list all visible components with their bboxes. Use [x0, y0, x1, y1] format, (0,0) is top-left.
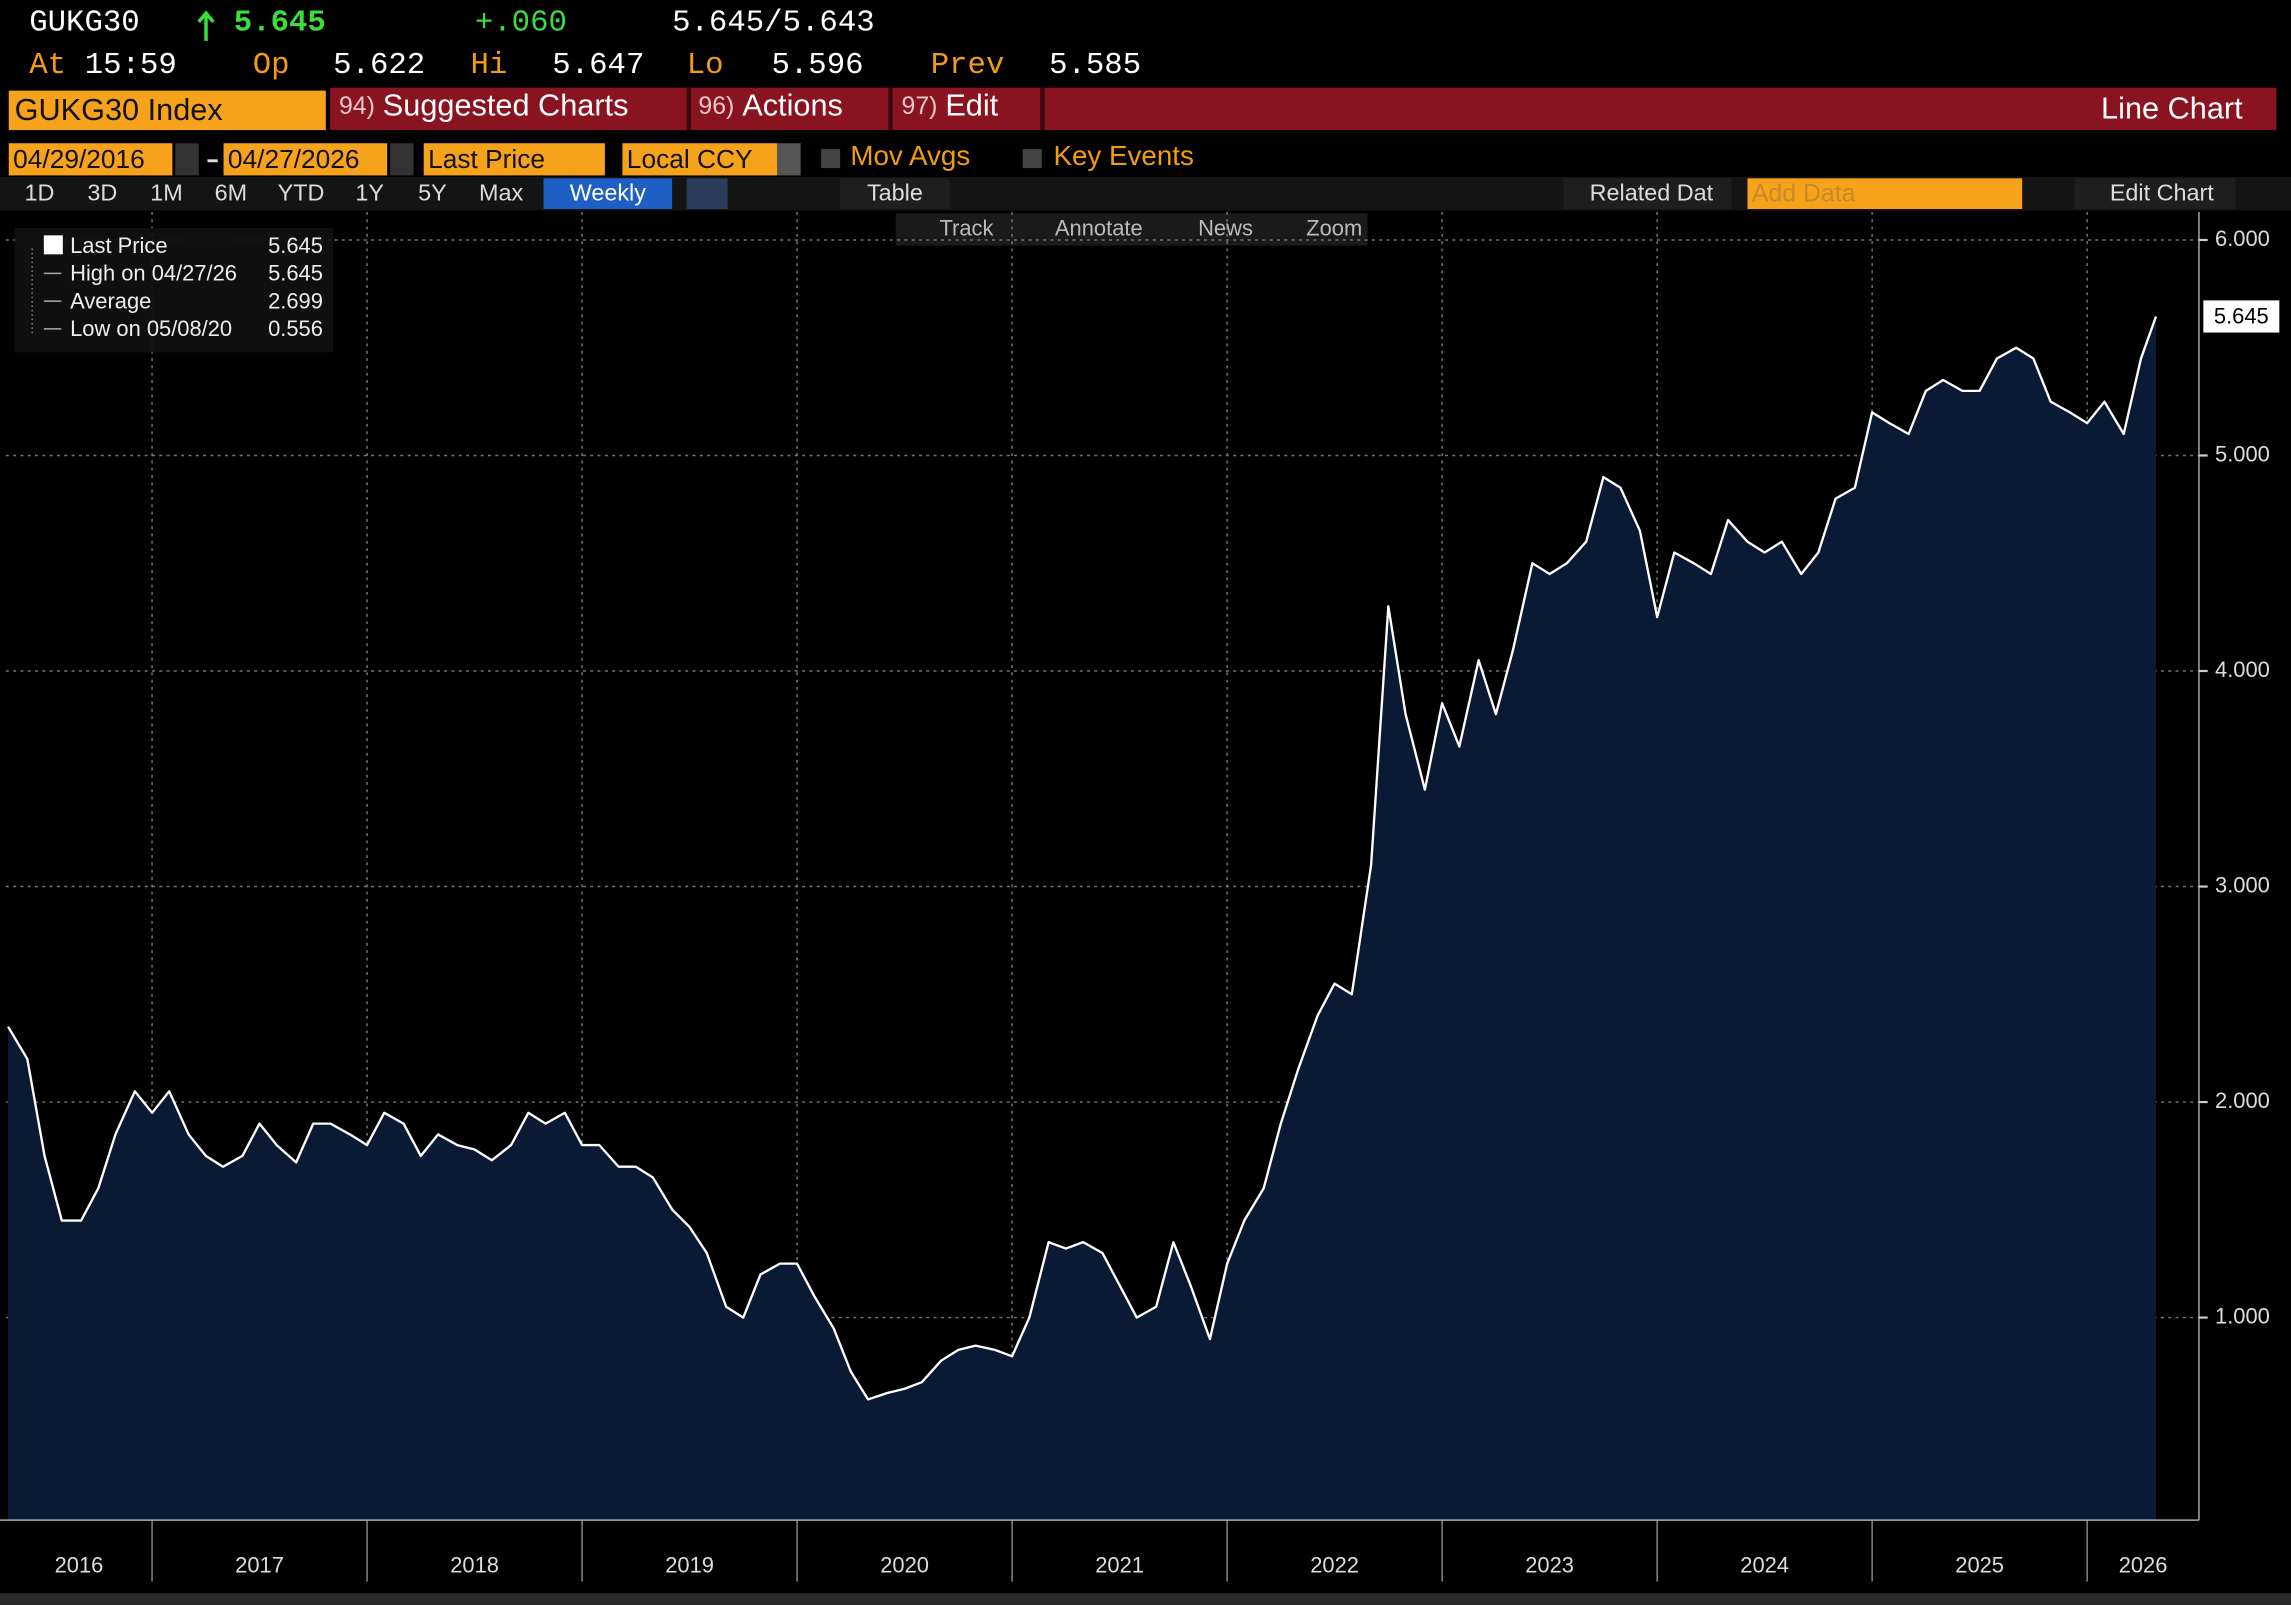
checkbox[interactable]	[1022, 149, 1042, 169]
last-price: 5.645	[233, 7, 326, 41]
table-button[interactable]: Table	[840, 178, 950, 210]
legend-label: High on 04/27/26	[70, 261, 237, 286]
start-date[interactable]: 04/29/2016	[8, 143, 173, 176]
security-box[interactable]: GUKG30 Index	[8, 90, 326, 131]
last-value-tag	[2203, 300, 2280, 333]
legend-value: 2.699	[268, 288, 323, 313]
legend-value: 5.645	[268, 261, 323, 286]
period-button[interactable]: Max	[479, 181, 524, 207]
legend-value: 5.645	[268, 233, 323, 258]
menu-number[interactable]: 94)	[338, 92, 375, 120]
area	[7, 316, 2156, 1521]
price-line	[7, 316, 2158, 1401]
last-value-label: 5.645	[2214, 304, 2269, 329]
x-tick-label: 2022	[1310, 1553, 1359, 1578]
y-tick-label: 2.000	[2215, 1088, 2270, 1113]
x-tick-label: 2021	[1095, 1553, 1144, 1578]
chart-tool[interactable]: Zoom	[1306, 216, 1363, 242]
menu-number[interactable]: 97)	[901, 92, 938, 120]
y-tick-label: 6.000	[2215, 226, 2270, 251]
status-strip	[0, 1593, 2291, 1605]
menu-separator	[686, 87, 692, 131]
x-tick-label: 2018	[450, 1553, 499, 1578]
legend-label: Last Price	[70, 233, 167, 258]
legend-swatch	[43, 235, 63, 255]
frequency[interactable]: Weekly	[543, 178, 673, 210]
end-date[interactable]: 04/27/2026	[223, 143, 388, 176]
legend-value: 0.556	[268, 316, 323, 341]
menu-label[interactable]: Actions	[742, 89, 843, 123]
open-label: Op	[252, 49, 290, 84]
chart-tool[interactable]: Track	[939, 216, 994, 242]
y-tick-label: 5.000	[2215, 441, 2270, 466]
chart-tool[interactable]: Annotate	[1054, 216, 1143, 242]
ticker: GUKG30	[29, 7, 140, 41]
legend-box	[14, 228, 334, 353]
field-select[interactable]: Last Price	[423, 143, 605, 176]
period-button[interactable]: 6M	[214, 181, 248, 207]
y-tick-label: 4.000	[2215, 657, 2270, 682]
period-button[interactable]: YTD	[277, 181, 325, 207]
x-tick-label: 2023	[1525, 1553, 1574, 1578]
menu-label[interactable]: Suggested Charts	[382, 89, 629, 123]
related-data[interactable]: Related Dat	[1563, 178, 1732, 210]
key-events[interactable]: Key Events	[1053, 141, 1194, 173]
period-button[interactable]: 1Y	[355, 181, 384, 207]
high-label: Hi	[470, 49, 508, 84]
open: 5.622	[333, 49, 426, 84]
period-button[interactable]: 5Y	[418, 181, 447, 207]
edit-chart[interactable]: Edit Chart	[2074, 178, 2236, 210]
bid-ask: 5.645/5.643	[672, 7, 875, 41]
y-tick-label: 3.000	[2215, 872, 2270, 897]
period-button[interactable]: 1D	[24, 181, 55, 207]
chart-type[interactable]: Line Chart	[2101, 92, 2243, 126]
menu-number[interactable]: 96)	[698, 92, 735, 120]
x-tick-label: 2024	[1740, 1553, 1789, 1578]
low-label: Lo	[686, 49, 724, 84]
line-icon[interactable]	[686, 178, 728, 210]
currency-select[interactable]: Local CCY	[622, 143, 778, 176]
calendar-icon[interactable]	[390, 143, 414, 176]
calendar-icon[interactable]	[175, 143, 199, 176]
time: 15:59	[84, 49, 177, 84]
period-button[interactable]: 1M	[150, 181, 183, 207]
x-tick-label: 2025	[1955, 1553, 2004, 1578]
date-separator	[207, 159, 218, 163]
low: 5.596	[771, 49, 864, 84]
add-data-input[interactable]: Add Data	[1747, 178, 2023, 210]
menu-label[interactable]: Edit	[945, 89, 999, 123]
x-tick-label: 2016	[55, 1553, 104, 1578]
dropdown-arrow[interactable]	[777, 143, 801, 176]
prev-label: Prev	[930, 49, 1005, 84]
chart-tool[interactable]: News	[1198, 216, 1253, 242]
period-button[interactable]: 3D	[87, 181, 118, 207]
up-arrow	[197, 10, 215, 41]
y-tick-label: 1.000	[2215, 1303, 2270, 1328]
x-tick-label: 2017	[235, 1553, 284, 1578]
x-tick-label: 2019	[665, 1553, 714, 1578]
legend-label: Low on 05/08/20	[70, 316, 232, 341]
change: +.060	[474, 7, 567, 41]
prev: 5.585	[1049, 49, 1142, 84]
legend-label: Average	[70, 288, 151, 313]
time-label: At	[29, 49, 67, 84]
checkbox[interactable]	[821, 149, 841, 169]
mov-avgs[interactable]: Mov Avgs	[850, 141, 971, 173]
menu-separator	[888, 87, 893, 131]
menu-bar	[330, 87, 2277, 131]
x-tick-label: 2026	[2119, 1553, 2168, 1578]
high: 5.647	[552, 49, 645, 84]
menu-separator	[1040, 87, 1045, 131]
x-tick-label: 2020	[880, 1553, 929, 1578]
